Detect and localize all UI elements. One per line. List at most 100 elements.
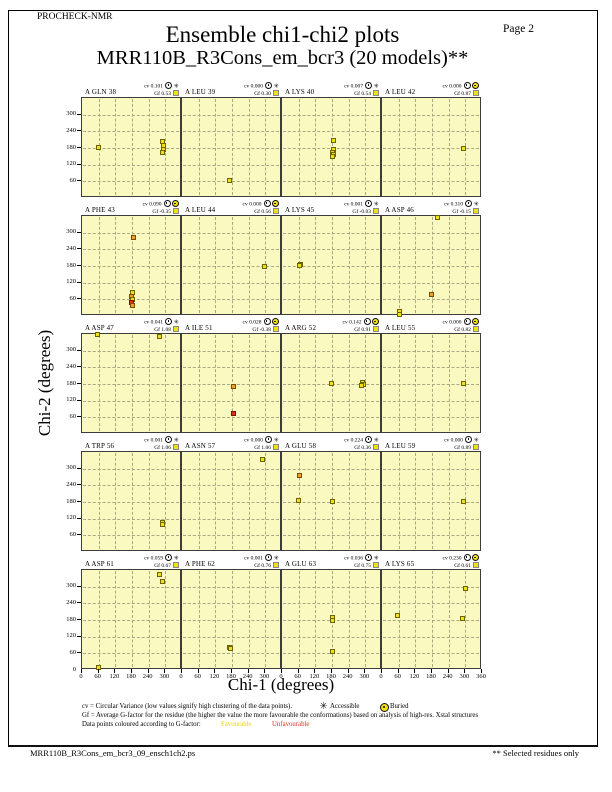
accessible-star-icon: ✳ [273,553,279,562]
x-tick-mark [81,669,82,673]
gridline [448,335,450,431]
gridline [83,636,179,638]
subplot-a-asn-57: A ASN 57 cv 0.000 ✳ Gf 1.06 [181,436,281,551]
gridline [432,571,433,667]
clock-icon [263,318,271,326]
x-tick-mark [431,669,432,673]
y-tick-mark [77,416,81,418]
gridline [83,468,179,470]
clock-icon [165,436,173,444]
gridline [183,620,279,621]
gridline [132,571,133,667]
gridline [283,131,379,133]
y-tick-label: 300 [66,582,76,590]
cv-value: cv 0.000 [442,83,462,90]
clock-icon [265,554,273,562]
subplot-header: A LYS 45 cv 0.001 ✳ Gf -0.03 [281,199,381,215]
gridline [365,99,367,195]
gridline [232,335,233,431]
plot-area [381,569,481,669]
subplot-a-lys-45: A LYS 45 cv 0.001 ✳ Gf -0.03 [281,199,381,315]
residue-label: A LEU 39 [185,88,216,96]
data-point [230,384,236,390]
x-tick-label: 0 [379,673,383,680]
gridline [165,217,167,313]
gridline [83,367,179,369]
gridline [248,217,250,313]
subplot-header: A LYS 40 cv 0.007 ✳ Gf 0.54 [281,81,381,97]
clock-icon [463,318,471,326]
gridline [183,114,279,116]
gridline [183,417,279,419]
y-tick-mark [77,484,81,486]
gf-value: Gf 0.53 [154,91,171,98]
x-tick-mark [381,669,382,673]
gridline [183,232,279,234]
gridline [315,217,317,313]
data-point [228,646,234,652]
gridline [365,217,367,313]
y-tick-label: 240 [66,244,76,252]
y-tick-label: 240 [66,126,76,134]
residue-stats: cv 0.000 ✳ Gf 0.89 [444,436,479,452]
x-tick-mark [331,669,332,673]
accessible-star-icon: ✳ [273,81,279,90]
y-tick-label: 180 [66,143,76,151]
gridline [383,603,479,605]
cv-value: cv 0.101 [144,83,164,90]
clock-icon [165,82,173,90]
gridline [115,571,117,667]
residue-label: A LYS 65 [385,560,415,568]
accessible-star-icon: ✳ [319,701,328,712]
plot-area [181,569,281,669]
gridline [98,453,100,549]
y-tick-label: 180 [66,615,76,623]
data-point [397,311,402,317]
subplot-a-lys-40: A LYS 40 cv 0.007 ✳ Gf 0.54 [281,81,381,197]
data-point [96,664,102,670]
data-point [296,498,302,504]
clock-icon [263,200,271,208]
gridline [383,148,479,149]
residue-stats: cv 0.000 Gf 0.82 [443,318,479,334]
gfactor-square-icon [473,208,479,215]
residue-label: A ARG 52 [285,324,317,332]
gridline [183,131,279,133]
residue-stats: cv 0.101 ✳ Gf 0.53 [144,82,179,98]
gridline [215,335,217,431]
y-tick-mark [77,383,81,384]
data-point [227,178,233,184]
gridline [383,367,479,369]
gridline [183,485,279,487]
legend-gf-text: Gf = Average G-factor for the residue (t… [82,712,479,719]
x-tick-label: 240 [242,673,253,680]
procheck-label: PROCHECK-NMR [34,12,116,22]
data-point [296,472,302,478]
subplot-header: A ASP 61 cv 0.059 ✳ Gf 0.67 [81,554,181,569]
residue-label: A PHE 43 [85,206,115,214]
gridline [215,453,217,549]
accessible-star-icon: ✳ [373,81,379,90]
gridline [383,485,479,487]
gridline [415,335,417,431]
gridline [232,99,233,195]
y-tick-mark [77,399,81,401]
x-tick-label: 180 [126,673,136,680]
page-border [8,10,598,747]
gridline [248,453,250,549]
x-tick-label: 240 [442,673,453,680]
cv-value: cv 0.028 [242,319,262,326]
ensemble-name-title: MRR110B_R3Cons_em_bcr3 (20 models)** [96,47,469,69]
residue-stats: cv 0.090 Gf -0.35 [143,200,179,216]
residue-stats: cv 0.230 Gf 0.61 [443,554,479,570]
clock-icon [363,318,371,326]
gf-value: Gf 1.06 [154,445,171,452]
gfactor-square-icon [473,90,479,97]
gridline [283,417,379,419]
data-point [434,214,440,220]
gridline [448,571,450,667]
accessible-star-icon: ✳ [373,199,379,208]
subplot-a-ile-51: A ILE 51 cv 0.028 Gf -0.38 [181,318,281,433]
gridline [383,518,479,520]
x-tick-mark [197,669,199,673]
